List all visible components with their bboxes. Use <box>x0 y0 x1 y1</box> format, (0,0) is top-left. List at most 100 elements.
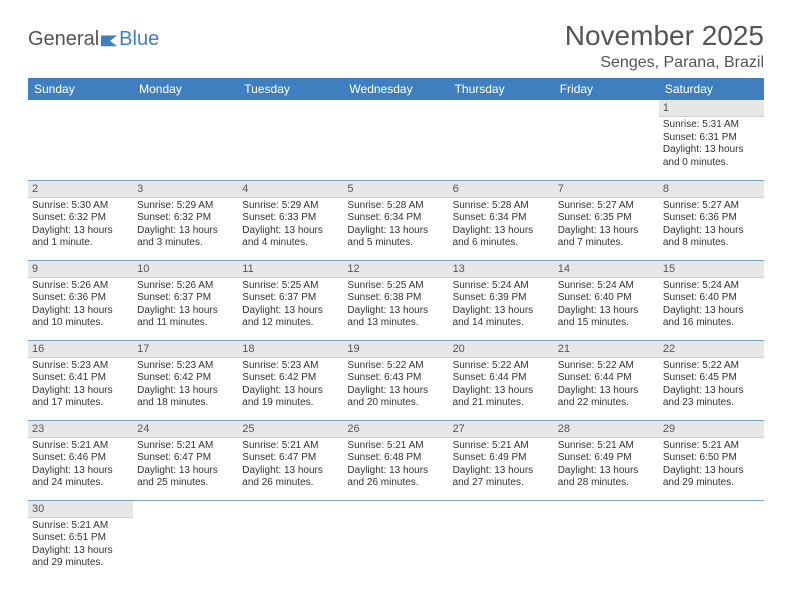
daylight-text: Daylight: 13 hours and 26 minutes. <box>242 465 339 490</box>
sunrise-text: Sunrise: 5:26 AM <box>137 280 234 293</box>
sunrise-text: Sunrise: 5:28 AM <box>347 200 444 213</box>
day-number: 17 <box>133 341 238 358</box>
daylight-text: Daylight: 13 hours and 13 minutes. <box>347 305 444 330</box>
daylight-text: Daylight: 13 hours and 23 minutes. <box>663 385 760 410</box>
header: General Blue November 2025 Senges, Paran… <box>28 20 764 72</box>
daylight-text: Daylight: 13 hours and 7 minutes. <box>558 225 655 250</box>
daylight-text: Daylight: 13 hours and 21 minutes. <box>453 385 550 410</box>
calendar-cell: 30Sunrise: 5:21 AMSunset: 6:51 PMDayligh… <box>28 500 133 580</box>
col-friday: Friday <box>554 78 659 100</box>
sunrise-text: Sunrise: 5:23 AM <box>32 360 129 373</box>
daylight-text: Daylight: 13 hours and 5 minutes. <box>347 225 444 250</box>
weekday-header-row: Sunday Monday Tuesday Wednesday Thursday… <box>28 78 764 100</box>
sunrise-text: Sunrise: 5:21 AM <box>663 440 760 453</box>
sunrise-text: Sunrise: 5:28 AM <box>453 200 550 213</box>
day-number: 9 <box>28 261 133 278</box>
sunset-text: Sunset: 6:41 PM <box>32 372 129 385</box>
sunset-text: Sunset: 6:46 PM <box>32 452 129 465</box>
daylight-text: Daylight: 13 hours and 4 minutes. <box>242 225 339 250</box>
sunrise-text: Sunrise: 5:21 AM <box>32 520 129 533</box>
sunrise-text: Sunrise: 5:29 AM <box>242 200 339 213</box>
location: Senges, Parana, Brazil <box>565 54 764 72</box>
calendar-cell <box>28 100 133 180</box>
day-details: Sunrise: 5:21 AMSunset: 6:47 PMDaylight:… <box>238 438 343 492</box>
sunset-text: Sunset: 6:44 PM <box>558 372 655 385</box>
sunset-text: Sunset: 6:42 PM <box>137 372 234 385</box>
day-number: 8 <box>659 181 764 198</box>
sunrise-text: Sunrise: 5:25 AM <box>242 280 339 293</box>
calendar-cell: 25Sunrise: 5:21 AMSunset: 6:47 PMDayligh… <box>238 420 343 500</box>
day-details: Sunrise: 5:27 AMSunset: 6:35 PMDaylight:… <box>554 198 659 252</box>
calendar-cell: 14Sunrise: 5:24 AMSunset: 6:40 PMDayligh… <box>554 260 659 340</box>
sunrise-text: Sunrise: 5:22 AM <box>663 360 760 373</box>
day-details: Sunrise: 5:26 AMSunset: 6:36 PMDaylight:… <box>28 278 133 332</box>
calendar-cell: 7Sunrise: 5:27 AMSunset: 6:35 PMDaylight… <box>554 180 659 260</box>
day-details: Sunrise: 5:27 AMSunset: 6:36 PMDaylight:… <box>659 198 764 252</box>
day-number: 20 <box>449 341 554 358</box>
day-number: 14 <box>554 261 659 278</box>
day-number: 3 <box>133 181 238 198</box>
day-details: Sunrise: 5:21 AMSunset: 6:49 PMDaylight:… <box>449 438 554 492</box>
calendar-cell <box>554 100 659 180</box>
day-number: 30 <box>28 501 133 518</box>
calendar-cell: 19Sunrise: 5:22 AMSunset: 6:43 PMDayligh… <box>343 340 448 420</box>
day-number: 10 <box>133 261 238 278</box>
calendar-cell: 15Sunrise: 5:24 AMSunset: 6:40 PMDayligh… <box>659 260 764 340</box>
calendar-cell: 12Sunrise: 5:25 AMSunset: 6:38 PMDayligh… <box>343 260 448 340</box>
col-saturday: Saturday <box>659 78 764 100</box>
calendar-cell <box>449 500 554 580</box>
sunset-text: Sunset: 6:32 PM <box>32 212 129 225</box>
calendar-row: 16Sunrise: 5:23 AMSunset: 6:41 PMDayligh… <box>28 340 764 420</box>
day-details: Sunrise: 5:24 AMSunset: 6:40 PMDaylight:… <box>554 278 659 332</box>
day-number: 27 <box>449 421 554 438</box>
calendar-cell: 13Sunrise: 5:24 AMSunset: 6:39 PMDayligh… <box>449 260 554 340</box>
day-number: 22 <box>659 341 764 358</box>
daylight-text: Daylight: 13 hours and 16 minutes. <box>663 305 760 330</box>
sunrise-text: Sunrise: 5:29 AM <box>137 200 234 213</box>
sunset-text: Sunset: 6:48 PM <box>347 452 444 465</box>
sunset-text: Sunset: 6:34 PM <box>453 212 550 225</box>
sunrise-text: Sunrise: 5:24 AM <box>663 280 760 293</box>
sunset-text: Sunset: 6:49 PM <box>453 452 550 465</box>
calendar-cell <box>133 100 238 180</box>
day-details: Sunrise: 5:22 AMSunset: 6:45 PMDaylight:… <box>659 358 764 412</box>
calendar-cell <box>133 500 238 580</box>
calendar-row: 23Sunrise: 5:21 AMSunset: 6:46 PMDayligh… <box>28 420 764 500</box>
sunrise-text: Sunrise: 5:21 AM <box>242 440 339 453</box>
calendar-cell: 20Sunrise: 5:22 AMSunset: 6:44 PMDayligh… <box>449 340 554 420</box>
calendar-cell <box>343 500 448 580</box>
daylight-text: Daylight: 13 hours and 25 minutes. <box>137 465 234 490</box>
calendar-table: Sunday Monday Tuesday Wednesday Thursday… <box>28 78 764 580</box>
daylight-text: Daylight: 13 hours and 11 minutes. <box>137 305 234 330</box>
day-details: Sunrise: 5:25 AMSunset: 6:37 PMDaylight:… <box>238 278 343 332</box>
sunset-text: Sunset: 6:50 PM <box>663 452 760 465</box>
sunset-text: Sunset: 6:51 PM <box>32 532 129 545</box>
day-number: 5 <box>343 181 448 198</box>
sunset-text: Sunset: 6:33 PM <box>242 212 339 225</box>
day-details: Sunrise: 5:28 AMSunset: 6:34 PMDaylight:… <box>449 198 554 252</box>
sunrise-text: Sunrise: 5:30 AM <box>32 200 129 213</box>
sunrise-text: Sunrise: 5:21 AM <box>453 440 550 453</box>
sunset-text: Sunset: 6:45 PM <box>663 372 760 385</box>
calendar-cell: 5 Sunrise: 5:28 AMSunset: 6:34 PMDaylight… <box>343 180 448 260</box>
sunrise-text: Sunrise: 5:24 AM <box>558 280 655 293</box>
day-details: Sunrise: 5:21 AMSunset: 6:50 PMDaylight:… <box>659 438 764 492</box>
calendar-cell <box>449 100 554 180</box>
daylight-text: Daylight: 13 hours and 22 minutes. <box>558 385 655 410</box>
calendar-cell <box>238 100 343 180</box>
logo: General Blue <box>28 20 159 51</box>
sunrise-text: Sunrise: 5:24 AM <box>453 280 550 293</box>
day-details: Sunrise: 5:24 AMSunset: 6:40 PMDaylight:… <box>659 278 764 332</box>
day-number: 4 <box>238 181 343 198</box>
sunrise-text: Sunrise: 5:27 AM <box>663 200 760 213</box>
sunset-text: Sunset: 6:32 PM <box>137 212 234 225</box>
day-details: Sunrise: 5:26 AMSunset: 6:37 PMDaylight:… <box>133 278 238 332</box>
daylight-text: Daylight: 13 hours and 14 minutes. <box>453 305 550 330</box>
day-number: 25 <box>238 421 343 438</box>
calendar-cell: 4 Sunrise: 5:29 AMSunset: 6:33 PMDaylight… <box>238 180 343 260</box>
sunset-text: Sunset: 6:39 PM <box>453 292 550 305</box>
logo-word2: Blue <box>119 28 159 51</box>
daylight-text: Daylight: 13 hours and 29 minutes. <box>663 465 760 490</box>
sunset-text: Sunset: 6:34 PM <box>347 212 444 225</box>
calendar-cell: 24Sunrise: 5:21 AMSunset: 6:47 PMDayligh… <box>133 420 238 500</box>
